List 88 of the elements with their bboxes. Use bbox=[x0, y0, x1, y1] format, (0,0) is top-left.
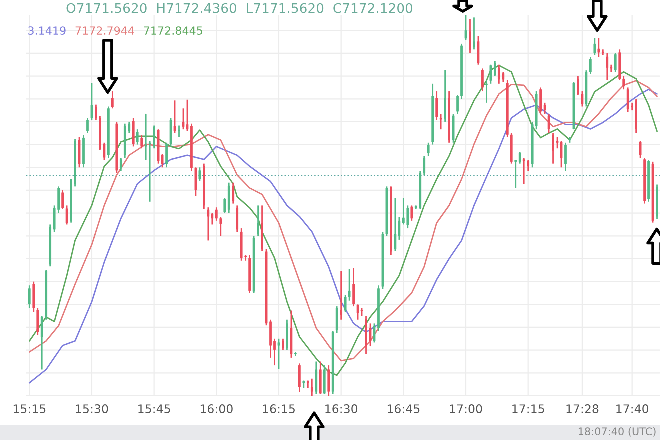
candlestick bbox=[111, 90, 114, 110]
candlestick bbox=[36, 308, 40, 336]
candlestick bbox=[436, 90, 438, 121]
candlestick bbox=[298, 362, 301, 393]
candlestick bbox=[136, 128, 139, 146]
candlestick bbox=[319, 361, 322, 395]
candlestick bbox=[32, 281, 36, 313]
candlestick bbox=[282, 338, 284, 352]
candlestick bbox=[228, 182, 230, 214]
candlestick bbox=[153, 125, 156, 150]
candlestick bbox=[120, 157, 122, 172]
candlestick bbox=[614, 52, 617, 74]
candlestick bbox=[527, 159, 530, 172]
candlestick bbox=[577, 76, 580, 96]
candlestick bbox=[328, 364, 330, 397]
candlestick bbox=[498, 64, 500, 85]
candlestick bbox=[564, 142, 567, 172]
candlestick bbox=[518, 152, 522, 165]
candlestick bbox=[62, 190, 64, 210]
text: 7172.7944 bbox=[76, 26, 134, 35]
candlestick bbox=[211, 212, 214, 226]
candlestick bbox=[40, 315, 44, 370]
candlestick bbox=[232, 182, 235, 204]
candlestick bbox=[482, 68, 484, 92]
candlestick bbox=[622, 76, 626, 90]
candlestick bbox=[166, 142, 168, 168]
candlestick bbox=[236, 205, 239, 234]
candlestick bbox=[423, 156, 426, 176]
candlestick bbox=[522, 157, 526, 185]
candlestick bbox=[469, 18, 472, 54]
x-tick-label: 15:45 bbox=[138, 404, 170, 414]
candlestick bbox=[606, 52, 609, 81]
candlestick bbox=[344, 294, 347, 313]
candlestick bbox=[278, 338, 280, 370]
x-tick-label: 17:28 bbox=[566, 404, 599, 414]
candlestick bbox=[540, 87, 542, 116]
candlestick bbox=[410, 205, 414, 222]
x-tick-label: 17:15 bbox=[512, 404, 544, 414]
candlestick bbox=[440, 114, 442, 130]
candlestick bbox=[502, 72, 505, 83]
x-tick-label: 17:00 bbox=[450, 404, 482, 414]
candlestick bbox=[323, 364, 326, 395]
candlestick bbox=[394, 197, 397, 252]
text: O7171.5620 H7172.4360 L7171.5620 C7172.1200 bbox=[66, 3, 413, 14]
candlestick bbox=[28, 284, 31, 310]
x-tick-label: 15:15 bbox=[14, 404, 46, 414]
candlestick bbox=[340, 270, 343, 321]
candlestick bbox=[626, 87, 630, 114]
candlestick bbox=[352, 268, 355, 308]
candlestick bbox=[406, 205, 410, 230]
candlestick bbox=[444, 70, 447, 123]
x-tick-label: 16:15 bbox=[263, 404, 295, 414]
candlestick bbox=[427, 142, 430, 157]
candlestick bbox=[514, 159, 518, 189]
text: 7172.8445 bbox=[144, 26, 202, 35]
candlestick bbox=[215, 206, 218, 222]
candlestick bbox=[95, 104, 98, 121]
candlestick bbox=[473, 16, 476, 50]
x-tick-label: 16:00 bbox=[200, 404, 233, 414]
x-tick-label: 17:40 bbox=[616, 404, 649, 414]
candlestick bbox=[224, 197, 226, 214]
candlestick bbox=[494, 60, 496, 77]
candlestick bbox=[257, 205, 260, 237]
candlestick bbox=[207, 206, 210, 242]
candlestick bbox=[336, 306, 338, 334]
candlestick bbox=[270, 319, 272, 359]
candlestick bbox=[220, 216, 222, 237]
candlestick bbox=[594, 38, 596, 56]
candlestick bbox=[86, 117, 89, 134]
candlestick bbox=[144, 113, 148, 161]
candlestick bbox=[598, 38, 600, 58]
candlestick bbox=[589, 56, 592, 76]
candlestick bbox=[178, 125, 180, 138]
candlestick bbox=[140, 134, 144, 150]
x-tick-label: 15:30 bbox=[76, 404, 108, 414]
text: 18:07:40 (UTC) bbox=[578, 427, 656, 437]
candlestick bbox=[348, 268, 351, 302]
text: 3.1419 bbox=[28, 26, 66, 35]
candlestick bbox=[132, 117, 135, 148]
candlestick bbox=[402, 197, 405, 226]
candlestick bbox=[310, 378, 314, 397]
x-tick-label: 16:30 bbox=[326, 404, 358, 414]
candlestick bbox=[490, 64, 492, 85]
candlestick bbox=[486, 79, 488, 104]
candlestick bbox=[456, 94, 459, 116]
x-tick-label: 16:45 bbox=[388, 404, 420, 414]
candlestick bbox=[315, 361, 318, 395]
candlestick bbox=[552, 132, 554, 165]
